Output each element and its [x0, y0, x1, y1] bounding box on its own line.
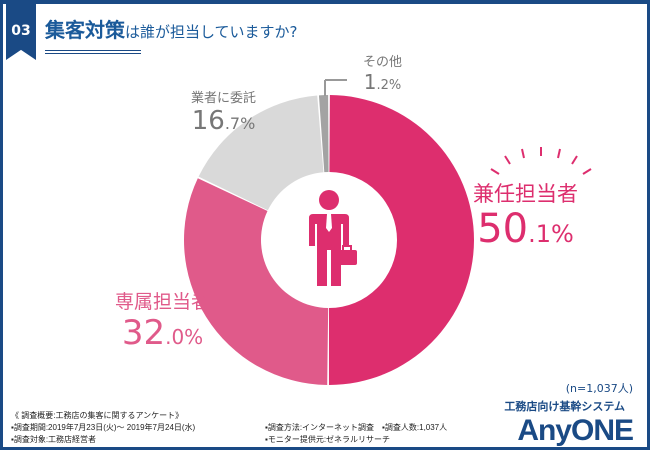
category-label: その他	[363, 55, 403, 70]
footer-line: 《 調査概要:工務店の集客に関するアンケート》	[11, 411, 184, 420]
value-label: 16.7%	[191, 105, 256, 136]
businessman-icon	[309, 190, 357, 286]
footer-line: ▪調査対象:工務店経営者	[11, 435, 97, 444]
survey-method: ▪調査方法:インターネット調査 ▪調査人数:1,037人 ▪モニター提供元:ゼネ…	[265, 422, 447, 446]
logo-subtitle: 工務店向け基幹システム	[504, 400, 625, 413]
category-label: 兼任担当者	[473, 182, 578, 206]
label-itaku: 業者に委託 16.7%	[191, 91, 257, 137]
label-kennin: 兼任担当者 50.1%	[473, 182, 578, 252]
footer-line: ▪調査期間:2019年7月23日(火)～ 2019年7月24日(水)	[11, 423, 196, 432]
label-other: その他 1.2%	[363, 55, 403, 94]
slice-3	[318, 95, 329, 173]
value-label: 1.2%	[363, 69, 402, 94]
donut-chart	[183, 79, 474, 385]
title-underline	[45, 50, 141, 54]
page-title: 集客対策は誰が担当していますか?	[45, 14, 298, 43]
value-label: 50.1%	[477, 206, 574, 253]
title-emphasis: 集客対策	[45, 18, 125, 42]
title-rest: は誰が担当していますか?	[125, 23, 298, 41]
value-label: 32.0%	[121, 312, 204, 353]
footer-line: ▪調査方法:インターネット調査 ▪調査人数:1,037人	[265, 423, 448, 432]
category-label: 専属担当者	[115, 291, 211, 313]
slice-1	[183, 178, 329, 385]
anyone-logo: AnyONE	[517, 414, 634, 447]
slice-0	[328, 95, 474, 385]
slice-2	[198, 95, 324, 211]
category-label: 業者に委託	[191, 91, 257, 106]
sample-size: (n=1,037人)	[565, 382, 633, 395]
label-senzoku: 専属担当者 32.0%	[115, 291, 211, 353]
survey-overview: 《 調査概要:工務店の集客に関するアンケート》 ▪調査期間:2019年7月23日…	[11, 410, 195, 446]
footer-line: ▪モニター提供元:ゼネラルリサーチ	[265, 435, 391, 444]
